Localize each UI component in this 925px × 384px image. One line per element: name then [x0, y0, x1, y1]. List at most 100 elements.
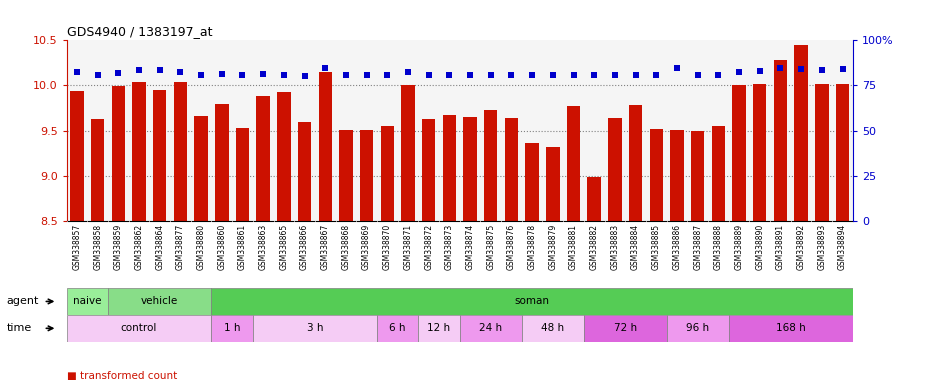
Text: GSM338873: GSM338873	[445, 224, 454, 270]
Bar	[298, 121, 312, 221]
Text: GSM338860: GSM338860	[217, 224, 227, 270]
Bar	[377, 315, 418, 342]
Text: 72 h: 72 h	[613, 323, 636, 333]
Bar	[380, 126, 394, 221]
Bar	[691, 131, 705, 221]
Text: GSM338888: GSM338888	[714, 224, 722, 270]
Text: time: time	[6, 323, 31, 333]
Bar	[836, 84, 849, 221]
Bar	[212, 315, 253, 342]
Text: GSM338884: GSM338884	[631, 224, 640, 270]
Text: GSM338883: GSM338883	[610, 224, 620, 270]
Bar	[649, 129, 663, 221]
Bar	[174, 82, 187, 221]
Bar	[256, 96, 270, 221]
Bar	[215, 104, 228, 221]
Bar	[67, 288, 108, 315]
Bar	[212, 288, 853, 315]
Bar	[753, 84, 767, 221]
Text: GSM338893: GSM338893	[818, 224, 826, 270]
Bar	[505, 118, 518, 221]
Text: 48 h: 48 h	[541, 323, 564, 333]
Text: GSM338867: GSM338867	[321, 224, 329, 270]
Bar	[667, 315, 729, 342]
Text: GDS4940 / 1383197_at: GDS4940 / 1383197_at	[67, 25, 212, 38]
Text: GSM338864: GSM338864	[155, 224, 165, 270]
Text: GSM338889: GSM338889	[734, 224, 744, 270]
Text: GSM338878: GSM338878	[527, 224, 536, 270]
Bar	[153, 90, 166, 221]
Bar	[584, 315, 667, 342]
Bar	[522, 315, 584, 342]
Bar	[815, 84, 829, 221]
Bar	[360, 130, 374, 221]
Text: GSM338877: GSM338877	[176, 224, 185, 270]
Bar	[236, 128, 249, 221]
Text: GSM338857: GSM338857	[72, 224, 81, 270]
Text: ■ transformed count: ■ transformed count	[67, 371, 177, 381]
Bar	[525, 143, 539, 221]
Text: agent: agent	[6, 296, 39, 306]
Text: GSM338885: GSM338885	[652, 224, 660, 270]
Text: GSM338872: GSM338872	[425, 224, 433, 270]
Text: GSM338890: GSM338890	[755, 224, 764, 270]
Bar	[460, 315, 522, 342]
Text: GSM338859: GSM338859	[114, 224, 123, 270]
Bar	[546, 147, 560, 221]
Bar	[339, 130, 352, 221]
Bar	[67, 315, 212, 342]
Bar	[443, 115, 456, 221]
Text: GSM338880: GSM338880	[197, 224, 205, 270]
Text: GSM338858: GSM338858	[93, 224, 102, 270]
Bar	[773, 60, 787, 221]
Bar	[629, 105, 642, 221]
Text: GSM338886: GSM338886	[672, 224, 682, 270]
Bar	[112, 86, 125, 221]
Text: GSM338874: GSM338874	[465, 224, 475, 270]
Text: GSM338868: GSM338868	[341, 224, 351, 270]
Text: 96 h: 96 h	[686, 323, 709, 333]
Bar	[671, 130, 684, 221]
Text: GSM338876: GSM338876	[507, 224, 516, 270]
Text: GSM338882: GSM338882	[590, 224, 598, 270]
Bar	[253, 315, 377, 342]
Text: 3 h: 3 h	[307, 323, 323, 333]
Bar	[463, 117, 476, 221]
Text: 12 h: 12 h	[427, 323, 450, 333]
Text: soman: soman	[514, 296, 549, 306]
Bar	[91, 119, 105, 221]
Bar	[401, 85, 414, 221]
Text: GSM338865: GSM338865	[279, 224, 289, 270]
Text: GSM338866: GSM338866	[300, 224, 309, 270]
Bar	[795, 45, 808, 221]
Bar	[132, 82, 146, 221]
Bar	[608, 118, 622, 221]
Text: vehicle: vehicle	[142, 296, 179, 306]
Bar	[318, 72, 332, 221]
Text: naive: naive	[73, 296, 102, 306]
Bar	[484, 110, 498, 221]
Text: 1 h: 1 h	[224, 323, 240, 333]
Text: GSM338875: GSM338875	[487, 224, 495, 270]
Text: 168 h: 168 h	[776, 323, 806, 333]
Bar	[422, 119, 436, 221]
Bar	[567, 106, 580, 221]
Text: GSM338881: GSM338881	[569, 224, 578, 270]
Text: GSM338887: GSM338887	[693, 224, 702, 270]
Text: 6 h: 6 h	[389, 323, 406, 333]
Bar	[729, 315, 853, 342]
Bar	[711, 126, 725, 221]
Bar	[733, 85, 746, 221]
Bar	[108, 288, 212, 315]
Text: GSM338861: GSM338861	[238, 224, 247, 270]
Text: GSM338879: GSM338879	[549, 224, 558, 270]
Text: GSM338862: GSM338862	[134, 224, 143, 270]
Text: GSM338871: GSM338871	[403, 224, 413, 270]
Bar	[278, 92, 290, 221]
Bar	[418, 315, 460, 342]
Text: GSM338869: GSM338869	[362, 224, 371, 270]
Text: GSM338870: GSM338870	[383, 224, 392, 270]
Text: control: control	[121, 323, 157, 333]
Bar	[587, 177, 601, 221]
Bar	[70, 91, 83, 221]
